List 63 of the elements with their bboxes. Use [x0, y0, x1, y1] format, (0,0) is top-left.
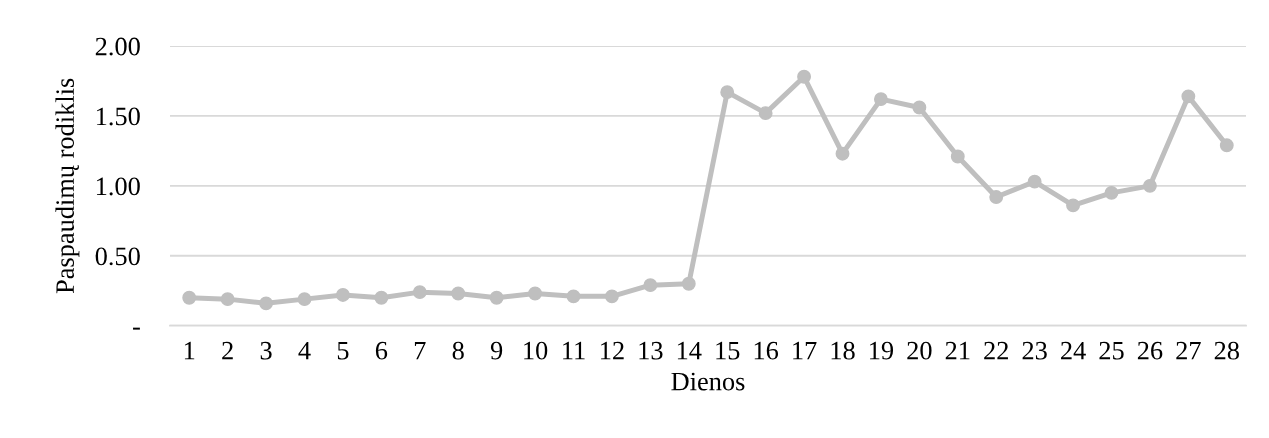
- x-tick-label: 7: [414, 342, 426, 360]
- x-tick-label: 23: [1022, 341, 1047, 360]
- x-tick-label: 24: [1061, 341, 1086, 360]
- x-tick-label: 20: [907, 341, 932, 360]
- x-tick-label: 21: [945, 341, 970, 360]
- x-tick-label: 27: [1176, 341, 1201, 360]
- x-tick-label: 19: [870, 341, 894, 360]
- point: [950, 149, 965, 164]
- y-tick-label: 2.00: [95, 37, 140, 56]
- x-tick-label: 12: [601, 341, 624, 360]
- point: [797, 69, 812, 84]
- point: [182, 290, 197, 305]
- y-axis-title: Paspaudimų rodiklis: [55, 78, 80, 294]
- x-tick-label: 18: [831, 341, 855, 360]
- x-axis-title: Dienos: [671, 372, 745, 391]
- point: [259, 296, 274, 311]
- point: [1142, 178, 1157, 193]
- point: [873, 92, 888, 107]
- point: [720, 85, 735, 100]
- y-tick-label: 1.50: [96, 107, 140, 126]
- x-tick-label: 2: [222, 341, 233, 360]
- y-tick-label: -: [133, 327, 140, 330]
- x-tick-label: 25: [1099, 341, 1124, 360]
- point: [989, 190, 1004, 204]
- x-tick-label: 14: [677, 341, 702, 360]
- x-tick-label: 10: [524, 341, 548, 360]
- x-tick-label: 15: [716, 341, 740, 360]
- x-tick-label: 5: [337, 342, 349, 360]
- point: [489, 290, 504, 305]
- point: [1181, 89, 1196, 104]
- x-tick-label: 9: [490, 341, 503, 360]
- point: [1104, 185, 1119, 200]
- x-tick-label: 22: [984, 341, 1008, 360]
- x-tick-label: 4: [298, 341, 311, 360]
- x-tick-label: 1: [184, 341, 195, 360]
- point: [1219, 138, 1234, 153]
- x-tick-label: 8: [452, 341, 464, 360]
- x-tick-label: 6: [375, 341, 388, 360]
- point: [912, 100, 927, 115]
- point: [681, 276, 696, 291]
- point: [528, 286, 543, 301]
- point: [297, 292, 312, 307]
- x-tick-label: 28: [1214, 341, 1239, 360]
- x-tick-label: 26: [1137, 341, 1163, 360]
- point: [1066, 198, 1081, 213]
- point: [220, 292, 235, 307]
- x-tick-label: 16: [754, 341, 779, 360]
- point: [566, 289, 581, 304]
- point: [758, 106, 773, 121]
- x-tick-label: 13: [639, 341, 663, 360]
- point: [451, 286, 466, 301]
- point: [604, 289, 619, 304]
- point: [835, 146, 850, 161]
- x-tick-label: 11: [563, 341, 585, 360]
- point: [1027, 174, 1042, 189]
- x-tick-label: 3: [260, 341, 272, 360]
- point: [374, 290, 389, 305]
- point: [335, 287, 350, 302]
- point: [643, 278, 658, 293]
- point: [412, 285, 427, 300]
- x-tick-label: 17: [793, 341, 817, 360]
- y-tick-label: 1.00: [96, 177, 140, 196]
- y-tick-label: 0.50: [95, 247, 140, 266]
